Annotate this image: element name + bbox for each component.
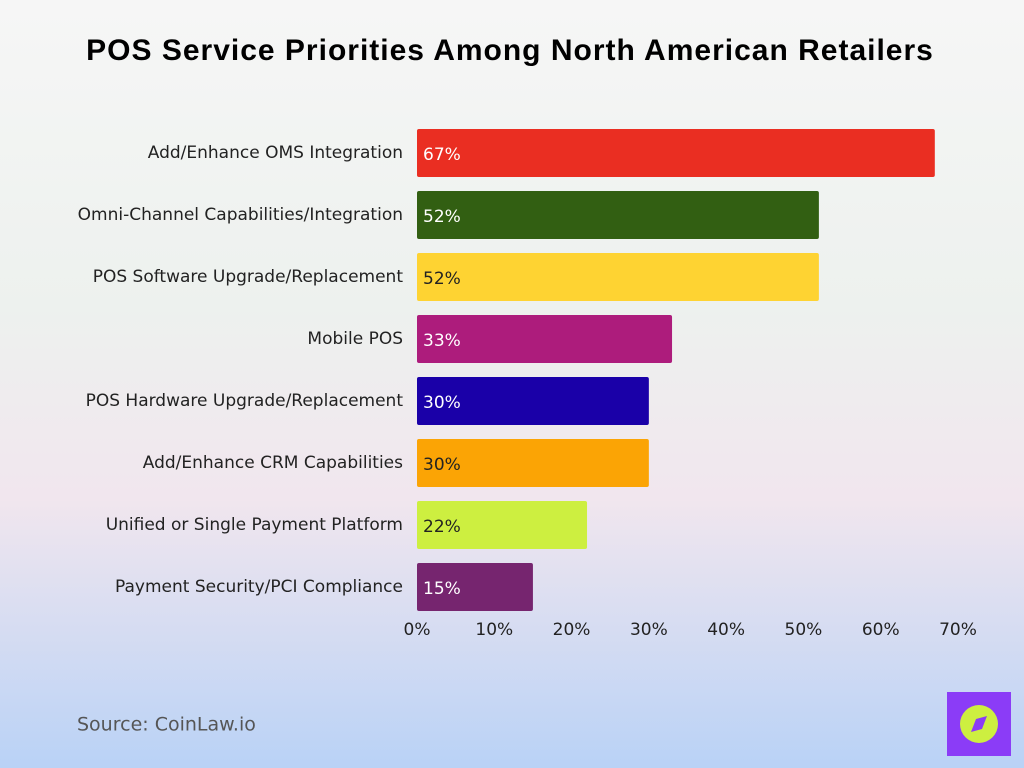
y-tick-label: Mobile POS (307, 329, 403, 349)
value-label: 52% (423, 207, 461, 227)
value-label: 33% (423, 331, 461, 351)
value-label: 52% (423, 269, 461, 289)
bar (417, 315, 673, 363)
value-label: 22% (423, 517, 461, 537)
value-label: 30% (423, 455, 461, 475)
y-tick-label: Payment Security/PCI Compliance (115, 577, 403, 597)
logo (947, 692, 1011, 756)
source: Source: CoinLaw.io (77, 714, 256, 736)
value-label: 67% (423, 145, 461, 165)
y-tick-label: Unified or Single Payment Platform (106, 515, 403, 535)
y-tick-label: POS Software Upgrade/Replacement (93, 267, 404, 287)
bar (417, 501, 588, 549)
bar (417, 129, 935, 177)
bar (417, 377, 649, 425)
y-tick-label: Add/Enhance OMS Integration (148, 143, 403, 163)
y-tick-label: Omni-Channel Capabilities/Integration (78, 205, 403, 225)
x-tick-label: 70% (939, 620, 977, 640)
x-tick-label: 50% (785, 620, 823, 640)
value-label: 30% (423, 393, 461, 413)
y-tick-label: Add/Enhance CRM Capabilities (143, 453, 403, 473)
x-tick-label: 40% (707, 620, 745, 640)
x-tick-label: 20% (553, 620, 591, 640)
x-tick-label: 30% (630, 620, 668, 640)
chart-title: POS Service Priorities Among North Ameri… (86, 34, 934, 67)
bar (417, 439, 649, 487)
x-tick-label: 10% (475, 620, 513, 640)
bar (417, 191, 819, 239)
y-tick-label: POS Hardware Upgrade/Replacement (86, 391, 404, 411)
x-tick-label: 0% (404, 620, 431, 640)
value-label: 15% (423, 579, 461, 599)
bar (417, 563, 533, 611)
bar (417, 253, 819, 301)
x-tick-label: 60% (862, 620, 900, 640)
